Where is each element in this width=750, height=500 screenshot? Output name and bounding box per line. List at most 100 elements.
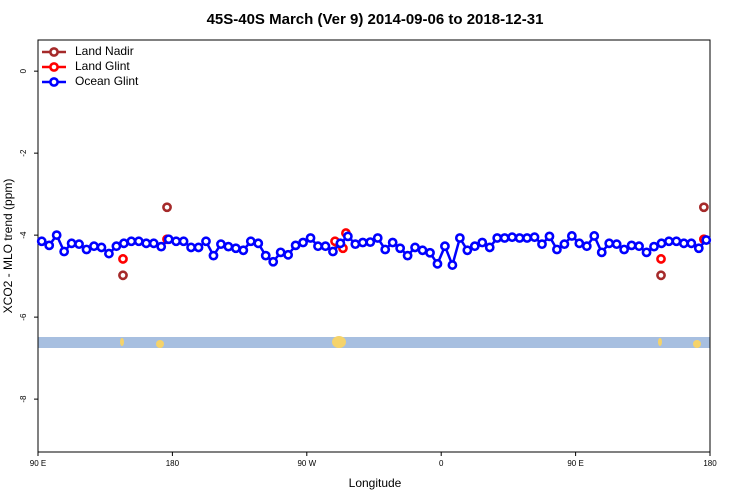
x-tick-label: 90 E	[567, 459, 583, 468]
marker	[634, 241, 644, 252]
marker	[410, 242, 420, 253]
marker	[178, 236, 189, 247]
marker	[104, 248, 114, 259]
marker	[372, 233, 383, 243]
marker	[462, 245, 473, 256]
marker	[162, 202, 172, 213]
marker	[74, 239, 84, 250]
y-tick-label: -6	[19, 313, 28, 321]
marker	[380, 244, 391, 255]
marker	[66, 238, 77, 249]
marker	[544, 231, 555, 242]
marker	[357, 237, 368, 248]
marker	[335, 238, 346, 249]
marker	[417, 245, 428, 256]
marker	[469, 241, 480, 252]
y-tick-label: 0	[19, 68, 28, 73]
marker	[507, 232, 518, 243]
marker	[59, 246, 70, 257]
marker	[656, 270, 666, 281]
y-tick-label: -4	[19, 231, 28, 239]
marker	[589, 231, 600, 241]
marker	[320, 241, 331, 252]
marker	[477, 237, 488, 248]
marker	[305, 233, 316, 243]
ocean-band	[38, 337, 710, 348]
y-tick-label: -2	[19, 149, 28, 157]
marker	[298, 237, 308, 248]
marker	[253, 238, 264, 249]
marker	[230, 243, 241, 254]
legend-marker	[49, 62, 59, 72]
marker	[581, 241, 592, 252]
marker	[118, 270, 128, 281]
marker	[574, 238, 585, 249]
marker	[193, 242, 204, 253]
marker	[432, 258, 443, 269]
marker	[81, 244, 92, 255]
marker	[208, 250, 219, 261]
marker	[425, 247, 435, 258]
y-axis-label: XCO2 - MLO trend (ppm)	[1, 179, 15, 314]
chart-title: 45S-40S March (Ver 9) 2014-09-06 to 2018…	[207, 11, 544, 28]
marker	[118, 238, 129, 249]
plot-frame	[37, 39, 711, 453]
land-strip	[38, 336, 710, 348]
marker	[656, 238, 667, 249]
x-tick-label: 0	[439, 459, 444, 468]
marker	[313, 241, 323, 252]
marker	[216, 239, 226, 250]
marker	[698, 202, 709, 213]
marker	[36, 236, 47, 247]
marker	[537, 239, 547, 250]
marker	[328, 246, 338, 257]
land	[332, 336, 346, 348]
x-tick-label: 90 W	[297, 459, 316, 468]
marker	[141, 238, 152, 249]
land	[658, 338, 662, 346]
marker	[402, 250, 413, 261]
land	[693, 340, 701, 348]
legend-label: Land Nadir	[75, 44, 134, 58]
x-tick-label: 180	[166, 459, 180, 468]
marker	[440, 241, 450, 252]
marker	[559, 239, 570, 250]
marker	[186, 242, 196, 253]
marker	[163, 234, 174, 245]
marker	[201, 236, 211, 247]
marker	[664, 236, 674, 247]
marker	[126, 236, 137, 247]
marker	[552, 244, 562, 255]
marker	[44, 240, 55, 251]
marker	[156, 241, 167, 252]
marker	[693, 243, 704, 254]
marker	[223, 241, 234, 252]
marker	[529, 232, 540, 243]
legend-label: Ocean Glint	[75, 74, 139, 88]
marker	[701, 235, 712, 245]
marker	[596, 247, 607, 258]
marker	[619, 244, 630, 255]
marker	[499, 233, 510, 243]
marker	[275, 247, 286, 258]
marker	[522, 233, 532, 243]
marker	[350, 239, 361, 250]
x-axis-label: Longitude	[349, 476, 402, 490]
marker	[290, 240, 301, 251]
marker	[671, 236, 682, 247]
marker	[268, 256, 279, 267]
marker	[89, 241, 99, 252]
marker	[686, 238, 697, 249]
legend-marker	[49, 47, 59, 57]
marker	[649, 241, 659, 252]
land	[156, 340, 164, 348]
marker	[484, 242, 495, 253]
x-tick-label: 180	[703, 459, 717, 468]
marker	[245, 236, 256, 247]
marker	[96, 242, 107, 253]
marker	[641, 247, 652, 258]
marker	[283, 249, 294, 260]
marker	[133, 236, 144, 247]
marker	[118, 254, 128, 264]
